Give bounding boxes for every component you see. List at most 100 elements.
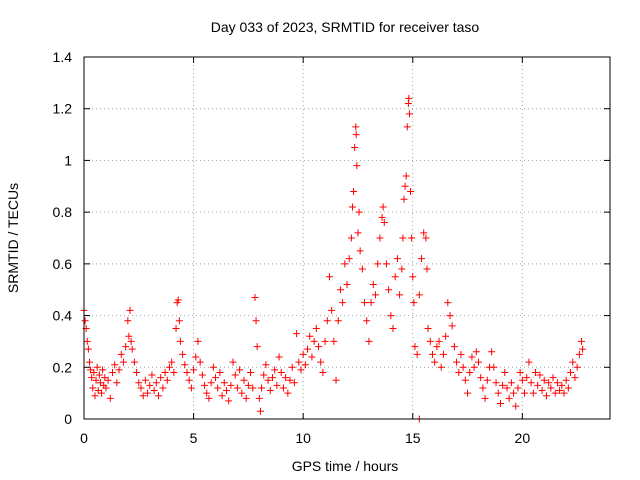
data-point: [547, 384, 555, 392]
data-point: [176, 337, 184, 345]
data-point: [507, 379, 515, 387]
data-point: [214, 384, 222, 392]
data-point: [579, 345, 587, 353]
data-point: [172, 325, 180, 332]
data-point: [256, 407, 264, 415]
data-point: [117, 350, 125, 358]
data-point: [130, 358, 138, 366]
data-point: [409, 273, 417, 281]
data-point: [238, 389, 246, 397]
data-point: [422, 234, 430, 242]
data-point: [89, 384, 97, 392]
data-point: [426, 337, 434, 345]
data-point: [194, 337, 202, 345]
data-point: [165, 363, 173, 371]
data-point: [297, 366, 305, 374]
y-axis-label: SRMTID / TECUs: [5, 183, 21, 293]
data-point: [374, 260, 382, 268]
y-tick-label: 0.4: [53, 308, 73, 324]
data-point: [437, 363, 445, 371]
data-point: [273, 381, 281, 389]
data-point: [413, 350, 421, 358]
data-point: [400, 195, 408, 203]
data-point: [542, 392, 550, 400]
data-point: [279, 384, 287, 392]
data-point: [518, 376, 526, 384]
data-point: [365, 337, 373, 345]
data-point: [545, 379, 553, 387]
data-point: [81, 317, 89, 325]
data-point: [512, 402, 520, 410]
data-point: [157, 374, 165, 382]
grid: [84, 57, 610, 419]
data-point: [503, 384, 511, 392]
data-point: [148, 371, 156, 379]
data-point: [488, 348, 496, 356]
data-point: [399, 234, 407, 242]
data-point: [306, 332, 314, 340]
data-point: [271, 366, 279, 374]
data-point: [179, 350, 187, 358]
y-tick-label: 0.8: [53, 204, 73, 220]
data-point: [448, 322, 456, 330]
data-point: [236, 366, 244, 374]
data-point: [571, 374, 579, 382]
data-point: [108, 368, 116, 376]
data-point: [293, 330, 301, 338]
data-point: [433, 343, 441, 351]
data-point: [403, 123, 411, 131]
data-point: [310, 337, 318, 345]
data-point: [317, 358, 325, 366]
data-point: [348, 203, 356, 211]
data-point: [192, 353, 200, 361]
data-point: [470, 363, 478, 371]
data-point: [301, 361, 309, 369]
data-point: [415, 291, 423, 299]
data-point: [264, 376, 272, 384]
data-point: [481, 394, 489, 402]
data-point: [477, 374, 485, 382]
data-point: [146, 381, 154, 389]
data-point: [408, 234, 416, 242]
data-point: [496, 399, 504, 407]
data-point: [253, 343, 261, 351]
data-point: [363, 317, 371, 325]
data-point: [295, 358, 303, 366]
data-point: [288, 363, 296, 371]
data-point: [562, 376, 570, 384]
data-point: [569, 358, 577, 366]
data-point: [361, 299, 369, 307]
data-point: [334, 317, 342, 325]
data-point: [321, 337, 329, 345]
data-point: [578, 337, 586, 345]
data-point: [84, 345, 92, 353]
data-point: [159, 384, 167, 392]
data-point: [446, 312, 454, 320]
data-point: [382, 260, 390, 268]
data-point: [407, 187, 415, 195]
data-point: [401, 182, 409, 190]
data-point: [115, 366, 123, 374]
data-point: [351, 144, 359, 151]
data-point: [540, 376, 548, 384]
data-point: [380, 218, 388, 226]
data-point: [133, 368, 141, 376]
data-point: [483, 376, 491, 384]
data-point: [521, 389, 529, 397]
data-point: [190, 366, 198, 374]
data-point: [352, 131, 360, 139]
data-point: [277, 368, 285, 376]
data-point: [499, 381, 507, 389]
data-point: [455, 368, 463, 376]
data-point: [385, 286, 393, 294]
data-point: [423, 265, 431, 273]
x-tick-label: 20: [515, 430, 531, 446]
data-point: [163, 376, 171, 384]
plot-frame: [83, 56, 611, 420]
data-point: [341, 260, 349, 268]
data-point: [468, 353, 476, 361]
data-point: [216, 368, 224, 376]
y-tick-label: 0.6: [53, 256, 73, 272]
data-point: [85, 358, 93, 366]
